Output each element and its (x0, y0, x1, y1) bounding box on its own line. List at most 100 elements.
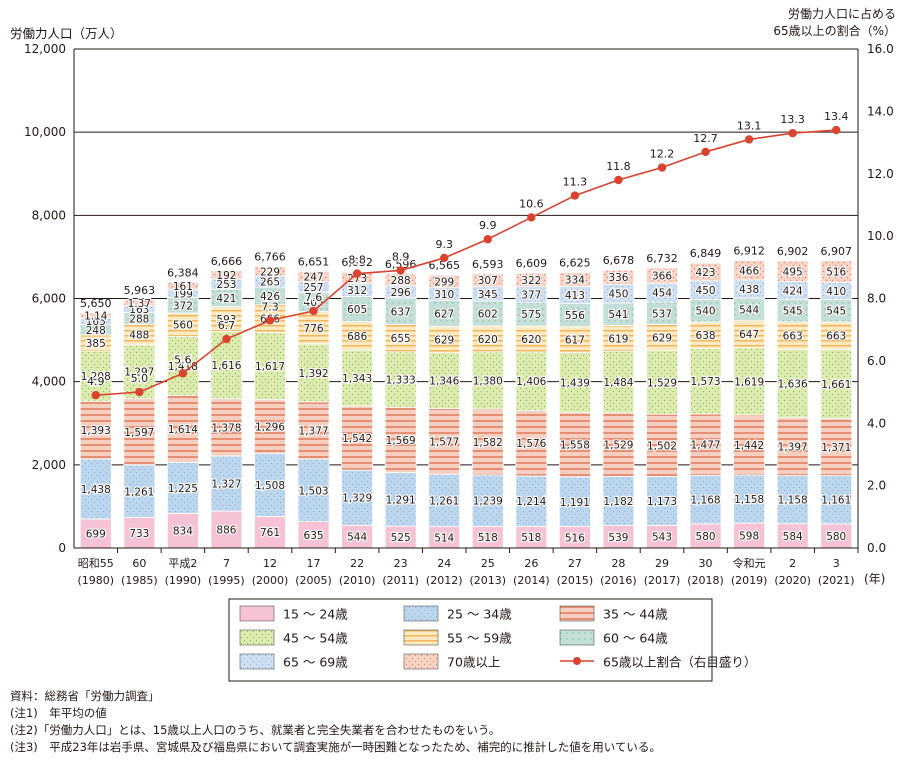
segment-label: 663 (826, 331, 846, 343)
segment-label: 1,508 (255, 480, 285, 492)
bar-segment (776, 260, 809, 282)
legend-box (228, 598, 713, 682)
bar-segment (602, 412, 635, 477)
bar-segment (689, 413, 722, 476)
left-axis-title: 労働力人口（万人） (10, 26, 123, 41)
segment-label: 1,616 (211, 360, 241, 372)
bar-segment (733, 414, 766, 476)
bar-segment (123, 398, 156, 466)
bar-segment (515, 351, 548, 411)
segment-label: 273 (347, 273, 367, 285)
segment-label: 410 (826, 286, 846, 298)
x-tick-label: 平成2 (168, 557, 197, 570)
right-tick-label: 8.0 (867, 292, 886, 306)
note-3: (注3) 平成23年は岩手県、宮城県及び福島県において調査実施が一時困難となった… (10, 740, 661, 754)
segment-label: 620 (478, 334, 498, 346)
segment-label: 438 (739, 284, 759, 296)
segment-label: 1,529 (647, 377, 677, 389)
segment-label: 423 (696, 267, 716, 279)
segment-label: 450 (608, 289, 628, 301)
bar-segment (166, 512, 199, 549)
x-tick-label: 12 (263, 557, 277, 570)
bar-segment (384, 406, 417, 473)
total-label: 6,902 (777, 245, 809, 258)
share-point (265, 316, 275, 325)
bar-segment (254, 332, 286, 401)
right-tick-label: 4.0 (867, 416, 886, 430)
segment-label: 620 (521, 334, 541, 346)
x-tick-label: (1990) (165, 574, 202, 587)
segment-label: 1,327 (211, 479, 241, 491)
segment-label: 545 (826, 306, 846, 318)
segment-label: 516 (826, 267, 846, 279)
segment-label: 1,343 (342, 373, 372, 385)
x-tick-label: (1980) (77, 574, 114, 587)
segment-label: 421 (216, 293, 236, 305)
x-tick-label: 25 (481, 557, 495, 570)
segment-label: 199 (173, 288, 193, 300)
bar-segment (558, 351, 591, 413)
x-tick-label: (2018) (687, 574, 724, 587)
bar-segment (79, 312, 112, 319)
segment-label: 165 (86, 316, 106, 328)
legend-label: 70歳以上 (447, 655, 500, 670)
segment-label: 514 (434, 532, 454, 544)
segment-label: 247 (304, 272, 324, 284)
total-label: 5,963 (124, 284, 156, 297)
segment-label: 322 (521, 275, 541, 287)
segment-label: 1,333 (386, 375, 416, 387)
bar-segment (471, 474, 504, 527)
legend-line-marker (573, 657, 581, 665)
bar-segment (210, 398, 243, 457)
segment-label: 1,477 (691, 440, 721, 452)
segment-label: 638 (696, 330, 716, 342)
bar-segment (558, 326, 591, 353)
segment-label: 1,371 (821, 442, 851, 454)
x-tick-label: (1995) (208, 574, 245, 587)
total-label: 6,384 (167, 267, 199, 280)
segment-label: 466 (739, 265, 759, 277)
segment-label: 1,161 (821, 495, 851, 507)
x-tick-label: 23 (394, 557, 408, 570)
segment-label: 1,569 (386, 435, 416, 447)
bar-segment (820, 523, 853, 549)
left-tick-label: 12,000 (24, 42, 66, 56)
bar-segment (428, 473, 461, 528)
legend-label: 35 ～ 44歳 (603, 607, 668, 622)
share-point (527, 213, 536, 222)
share-label: 8.8 (348, 254, 366, 267)
segment-label: 537 (652, 308, 672, 320)
segment-label: 1,573 (691, 376, 721, 388)
segment-label: 605 (347, 304, 367, 316)
segment-label: 1,158 (778, 495, 808, 507)
segment-label: 637 (391, 306, 411, 318)
bar-segment (515, 272, 548, 288)
share-point (178, 369, 188, 378)
segment-label: 699 (86, 528, 106, 540)
bar-segment (471, 408, 504, 476)
segment-label: 495 (783, 266, 803, 278)
segment-label: 312 (347, 285, 367, 297)
legend-swatch (559, 629, 595, 646)
bar-segment (602, 325, 635, 352)
x-tick-label: (1985) (121, 574, 158, 587)
bar-segment (689, 321, 722, 349)
segment-label: 575 (521, 309, 541, 321)
segment-label: 1,214 (516, 496, 546, 508)
legend-swatch (403, 629, 439, 646)
segment-label: 541 (608, 309, 628, 321)
share-label: 11.3 (563, 176, 588, 189)
segment-label: 163 (129, 304, 149, 316)
segment-label: 310 (434, 289, 454, 301)
segment-label: 627 (434, 308, 454, 320)
bar-segment (733, 260, 766, 281)
x-tick-label: 3 (833, 557, 840, 570)
share-point (396, 266, 405, 275)
x-tick-label: 29 (655, 557, 669, 570)
right-tick-label: 0.0 (867, 541, 886, 555)
segment-label: 1,329 (342, 493, 372, 505)
right-tick-label: 6.0 (867, 354, 886, 368)
segment-label: 580 (826, 531, 846, 543)
x-tick-label: 令和元 (733, 556, 766, 570)
